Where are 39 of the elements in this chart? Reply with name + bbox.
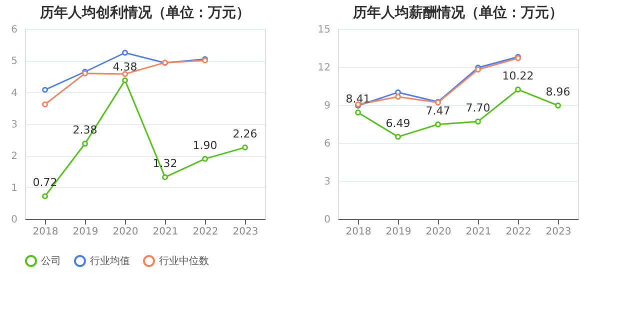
data-label: 4.38 xyxy=(112,60,138,74)
x-tick-label: 2023 xyxy=(546,226,572,238)
y-tick-label: 0 xyxy=(324,214,330,226)
x-tick-label: 2020 xyxy=(112,226,138,238)
y-tick-label: 6 xyxy=(11,24,18,36)
x-tick-label: 2018 xyxy=(346,226,372,238)
y-tick-label: 3 xyxy=(11,120,18,130)
y-tick-label: 5 xyxy=(11,56,18,68)
y-tick-label: 2 xyxy=(11,151,18,162)
y-tick-label: 1 xyxy=(11,182,18,194)
x-tick-label: 2022 xyxy=(192,226,218,238)
legend-label: 行业中位数 xyxy=(159,255,209,267)
y-tick-label: 6 xyxy=(324,138,330,150)
data-label: 8.96 xyxy=(546,86,570,99)
x-tick-label: 2021 xyxy=(466,226,492,238)
y-tick-label: 12 xyxy=(318,62,330,74)
x-tick-label: 2019 xyxy=(72,226,98,238)
data-label: 7.70 xyxy=(466,101,490,114)
y-tick-label: 4 xyxy=(11,88,18,99)
x-tick-label: 2020 xyxy=(426,226,452,238)
x-tick-label: 2023 xyxy=(232,226,258,238)
legend-label: 公司 xyxy=(41,255,61,267)
legend-label: 行业均值 xyxy=(90,255,130,267)
x-tick-label: 2021 xyxy=(152,226,178,238)
y-tick-label: 0 xyxy=(11,214,18,226)
data-label: 1.90 xyxy=(192,138,218,152)
data-label: 6.49 xyxy=(386,116,410,130)
y-tick-label: 3 xyxy=(324,176,330,188)
data-label: 7.47 xyxy=(426,104,450,118)
y-tick-label: 9 xyxy=(324,100,330,112)
y-tick-label: 15 xyxy=(318,24,330,36)
x-tick-label: 2019 xyxy=(386,226,412,238)
data-label: 2.26 xyxy=(232,127,258,140)
data-label: 8.41 xyxy=(346,92,370,106)
x-tick-label: 2022 xyxy=(506,226,532,238)
data-label: 10.22 xyxy=(502,70,534,83)
x-tick-label: 2018 xyxy=(32,226,58,238)
chart-title: 历年人均创利情况（单位：万元） xyxy=(39,5,250,21)
chart-title: 历年人均薪酬情况（单位：万元） xyxy=(352,5,563,21)
